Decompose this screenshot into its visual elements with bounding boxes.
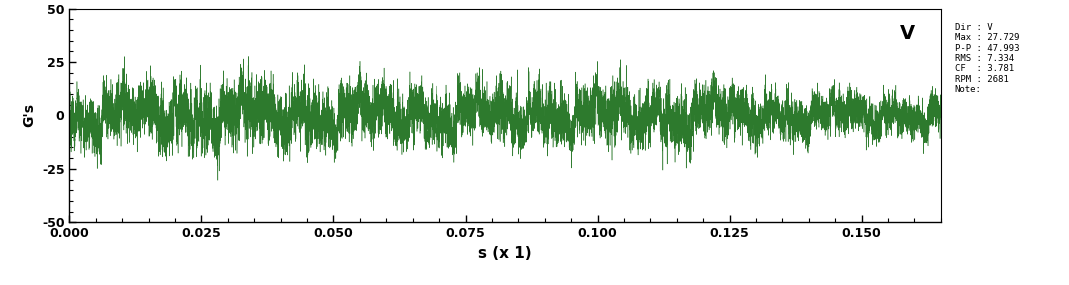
X-axis label: s (x 1): s (x 1) (478, 246, 532, 261)
Y-axis label: G's: G's (22, 103, 36, 127)
Text: Dir : V
Max : 27.729
P-P : 47.993
RMS : 7.334
CF  : 3.781
RPM : 2681
Note:: Dir : V Max : 27.729 P-P : 47.993 RMS : … (955, 23, 1019, 94)
Text: V: V (899, 23, 915, 42)
